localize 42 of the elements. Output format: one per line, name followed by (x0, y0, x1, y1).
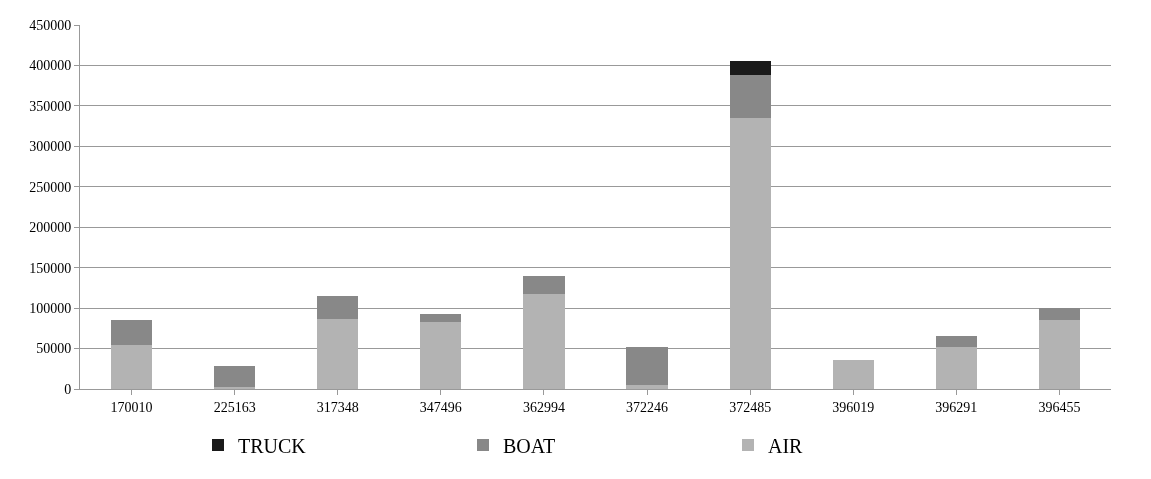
bar (420, 321, 462, 389)
bar (214, 365, 256, 387)
bar (523, 275, 565, 294)
bar (523, 293, 565, 389)
y-tick-label: 100000 (29, 301, 72, 317)
x-tick-label: 372246 (626, 399, 669, 415)
x-tick-label: 396291 (935, 399, 978, 415)
bar (626, 346, 668, 385)
x-tick-label: 225163 (213, 399, 256, 415)
bar (110, 320, 153, 345)
y-tick-label: 150000 (29, 260, 72, 276)
y-tick-label: 200000 (29, 220, 72, 236)
bar (626, 384, 668, 389)
bar (729, 75, 771, 119)
x-tick-label: 396019 (832, 399, 875, 415)
bar (832, 359, 874, 389)
legend-label: BOAT (503, 434, 556, 457)
x-tick-label: 347496 (419, 399, 462, 415)
x-tick-label: 396455 (1038, 399, 1081, 415)
y-tick-label: 350000 (29, 98, 72, 114)
bar (1038, 308, 1081, 321)
x-tick-label: 372485 (729, 399, 772, 415)
bar (1038, 320, 1081, 389)
y-tick-label: 250000 (29, 179, 72, 195)
bar (729, 118, 771, 389)
x-tick-label: 170010 (110, 399, 153, 415)
x-tick-label: 317348 (316, 399, 359, 415)
y-tick-label: 450000 (29, 17, 72, 33)
bar (935, 346, 977, 389)
bar (317, 318, 359, 389)
bar (420, 314, 462, 322)
y-tick-label: 400000 (29, 58, 72, 74)
bar (317, 295, 359, 319)
bar (110, 344, 153, 389)
legend-label: TRUCK (238, 434, 307, 457)
y-tick-label: 300000 (29, 139, 72, 155)
y-tick-label: 0 (64, 381, 72, 397)
x-tick-label: 362994 (522, 399, 565, 415)
bar (729, 61, 771, 76)
legend-label: AIR (768, 434, 804, 457)
y-tick-label: 50000 (36, 341, 72, 357)
bar (935, 335, 977, 347)
